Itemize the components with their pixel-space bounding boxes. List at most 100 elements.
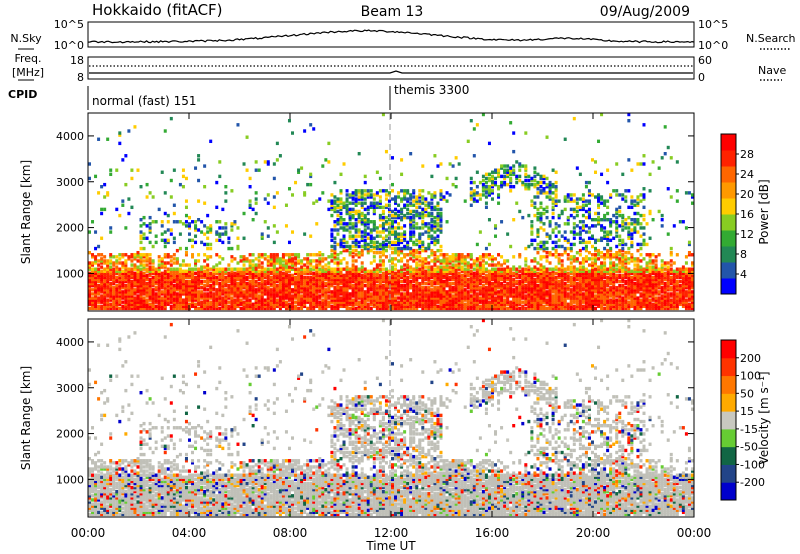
power-cell — [415, 298, 419, 302]
power-cell — [245, 306, 249, 311]
power-cell — [372, 246, 376, 251]
power-cell — [260, 298, 264, 302]
power-cell — [463, 288, 467, 292]
power-cell — [524, 294, 528, 298]
power-cell — [254, 283, 258, 288]
power-cell — [542, 306, 546, 311]
power-cell — [548, 286, 552, 290]
power-cell — [384, 294, 388, 298]
power-cell — [351, 248, 355, 253]
power-cell — [557, 230, 561, 234]
power-cell — [297, 283, 301, 288]
power-cell — [218, 300, 222, 304]
power-cell — [245, 290, 249, 294]
power-cell — [275, 267, 279, 271]
power-cell — [130, 271, 134, 276]
power-cell — [254, 257, 258, 261]
power-cell — [172, 273, 176, 278]
power-cell — [91, 279, 95, 284]
power-cell — [339, 189, 343, 193]
power-cell — [163, 275, 167, 280]
power-cell — [530, 279, 534, 284]
power-cell — [248, 269, 252, 273]
power-cell — [597, 290, 601, 294]
power-cell — [578, 236, 582, 240]
power-cell — [160, 259, 164, 263]
power-cell — [294, 271, 298, 276]
power-cell — [133, 290, 137, 294]
power-cell — [327, 273, 331, 278]
power-cell — [184, 283, 188, 288]
power-cell — [218, 298, 222, 302]
power-cell — [224, 199, 228, 203]
power-cell — [312, 300, 316, 304]
power-cell — [587, 201, 591, 205]
power-cell — [294, 255, 298, 259]
power-cell — [242, 257, 246, 261]
power-cell — [187, 222, 191, 226]
power-cell — [384, 275, 388, 280]
power-cell — [136, 304, 140, 309]
power-cell — [503, 176, 507, 181]
power-cell — [424, 259, 428, 263]
power-cell — [175, 300, 179, 304]
power-cell — [539, 244, 543, 249]
power-cell — [475, 199, 479, 203]
power-cell — [151, 298, 155, 302]
power-cell — [542, 300, 546, 304]
power-cell — [439, 215, 443, 220]
power-cell — [587, 290, 591, 294]
power-cell — [521, 288, 525, 292]
power-cell — [236, 267, 240, 271]
power-cell — [230, 273, 234, 278]
power-cell — [518, 253, 522, 257]
power-cell — [409, 294, 413, 298]
power-cell — [203, 224, 207, 228]
power-cell — [136, 253, 140, 257]
power-cell — [154, 288, 158, 292]
power-cell — [439, 261, 443, 265]
power-cell — [427, 296, 431, 300]
power-cell — [430, 281, 434, 286]
power-cell — [584, 199, 588, 203]
power-cell — [260, 271, 264, 276]
power-cell — [503, 273, 507, 278]
power-cell — [109, 269, 113, 273]
power-cell — [551, 294, 555, 298]
power-cell — [581, 296, 585, 300]
power-cell — [490, 197, 494, 201]
power-cell — [227, 279, 231, 284]
power-cell — [378, 302, 382, 306]
power-cell — [500, 220, 504, 224]
power-cell — [227, 283, 231, 288]
power-cell — [542, 277, 546, 282]
power-cell — [454, 294, 458, 298]
freq-label-line2: [MHz] — [12, 66, 44, 79]
power-cell — [127, 290, 131, 294]
power-cell — [97, 283, 101, 288]
power-cell — [518, 292, 522, 296]
power-cell — [94, 257, 98, 261]
power-cell — [494, 286, 498, 290]
power-cell — [139, 277, 143, 282]
power-cell — [354, 281, 358, 286]
power-cell — [424, 288, 428, 292]
power-cell — [545, 205, 549, 210]
power-cell — [566, 277, 570, 282]
power-cell — [566, 292, 570, 296]
power-cell — [215, 288, 219, 292]
power-cell — [421, 259, 425, 263]
power-cell — [224, 269, 228, 273]
power-cell — [436, 213, 440, 218]
power-cell — [530, 300, 534, 304]
power-cell — [263, 300, 267, 304]
power-cell — [406, 279, 410, 284]
power-cell — [418, 195, 422, 199]
power-cell — [384, 302, 388, 306]
power-cell — [257, 277, 261, 282]
power-cell — [557, 306, 561, 311]
power-cell — [430, 248, 434, 253]
power-cell — [194, 292, 198, 296]
power-cell — [230, 298, 234, 302]
power-cell — [166, 253, 170, 257]
